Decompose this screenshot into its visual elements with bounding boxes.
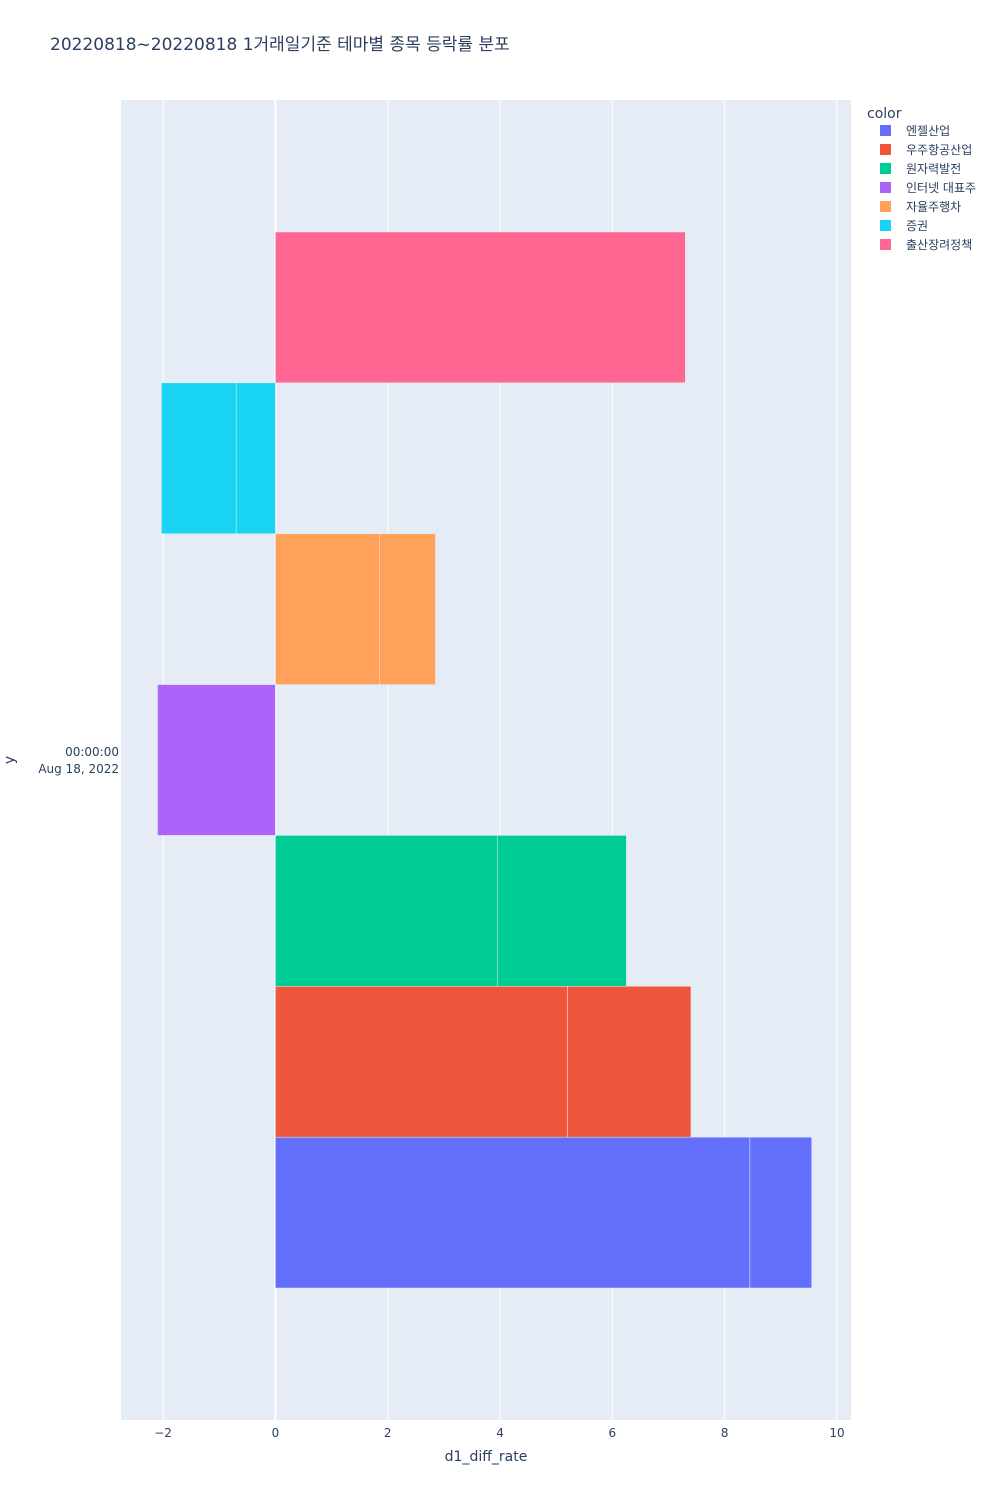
legend-label: 인터넷 대표주 [906, 181, 976, 195]
legend-title: color [867, 106, 902, 122]
legend-swatch [880, 163, 891, 174]
legend-label: 엔젤산업 [906, 124, 950, 138]
chart-title: 20220818~20220818 1거래일기준 테마별 종목 등락률 분포 [50, 35, 510, 55]
bar-segment [275, 1136, 751, 1289]
bar-segment [161, 382, 237, 534]
bar-segment [567, 986, 692, 1138]
y-tick-label-date: Aug 18, 2022 [38, 762, 119, 776]
bar-segment [275, 533, 380, 685]
bar-segment [749, 1136, 812, 1289]
x-tick-label: 8 [721, 1426, 729, 1440]
x-tick-label: 10 [829, 1426, 844, 1440]
legend-swatch [880, 125, 891, 136]
legend-swatch [880, 182, 891, 193]
legend-swatch [880, 220, 891, 231]
legend-swatch [880, 239, 891, 250]
x-tick-label: −2 [154, 1426, 172, 1440]
legend-swatch [880, 201, 891, 212]
x-tick-label: 2 [384, 1426, 392, 1440]
y-tick-label-time: 00:00:00 [65, 745, 119, 759]
legend-label: 우주항공산업 [906, 143, 972, 157]
x-tick-label: 6 [609, 1426, 617, 1440]
bars [157, 231, 812, 1289]
legend-label: 증권 [906, 219, 928, 233]
bar-segment [275, 986, 568, 1138]
legend-label: 출산장려정책 [906, 237, 972, 252]
legend-label: 원자력발전 [906, 162, 961, 176]
bar-segment [275, 231, 686, 384]
bar-segment [496, 835, 627, 987]
y-axis-title: y [2, 756, 18, 764]
bar-segment [379, 533, 436, 685]
x-tick-label: 4 [496, 1426, 504, 1440]
x-tick-label: 0 [272, 1426, 280, 1440]
legend-label: 자율주행차 [906, 199, 961, 214]
legend-swatch [880, 144, 891, 155]
bar-segment [235, 382, 276, 534]
x-axis-title: d1_diff_rate [445, 1449, 528, 1465]
bar-segment [275, 835, 498, 987]
bar-segment [157, 684, 276, 836]
x-tick-labels: −2 0 2 4 6 8 10 [154, 1426, 844, 1440]
